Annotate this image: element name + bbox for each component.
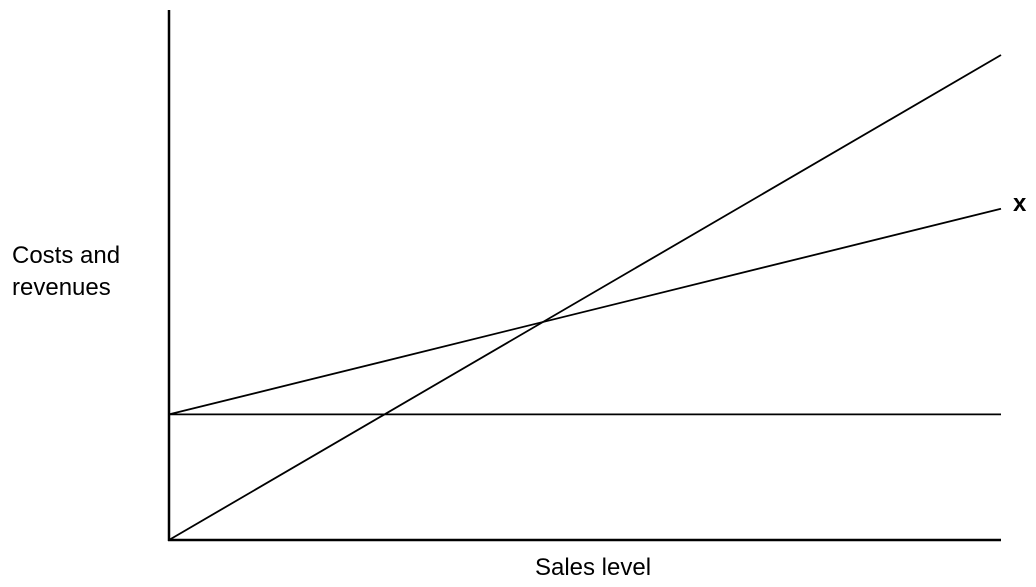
series-label-x: x: [1013, 190, 1026, 218]
x-axis-label: Sales level: [0, 552, 1036, 584]
chart-axes: [168, 10, 1001, 541]
series-line-total-cost-line: [169, 209, 1001, 415]
chart-series: [169, 55, 1001, 540]
y-axis-label: Costs and revenues: [12, 240, 162, 305]
series-line-total-revenue-line: [169, 55, 1001, 540]
